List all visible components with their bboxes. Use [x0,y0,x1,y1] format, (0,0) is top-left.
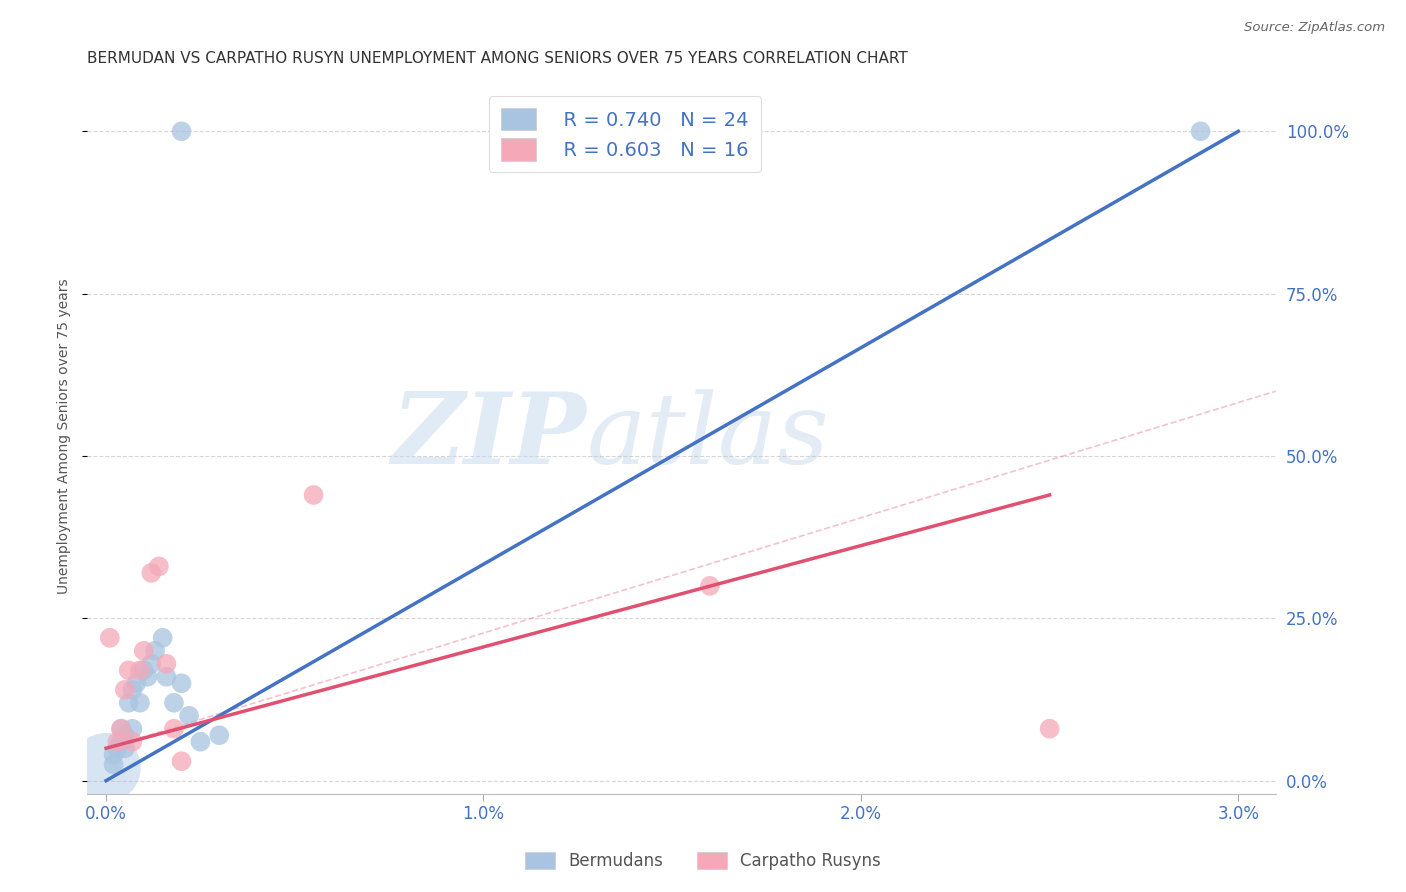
Point [125,676,148,690]
Point [1189,124,1212,138]
Point [98,631,121,645]
Point [121,682,143,697]
Legend:   R = 0.740   N = 24,   R = 0.603   N = 16: R = 0.740 N = 24, R = 0.603 N = 16 [489,96,761,172]
Point [110,722,132,736]
Point [170,676,193,690]
Point [302,488,325,502]
Point [121,735,143,749]
Point [129,663,152,677]
Point [121,722,143,736]
Text: Source: ZipAtlas.com: Source: ZipAtlas.com [1244,21,1385,34]
Point [94,761,117,775]
Point [110,722,132,736]
Point [103,747,125,762]
Point [129,696,152,710]
Point [155,657,177,671]
Point [103,757,125,772]
Point [152,631,174,645]
Point [110,735,132,749]
Point [141,566,163,580]
Text: atlas: atlas [586,389,830,484]
Point [163,722,186,736]
Point [148,559,170,574]
Y-axis label: Unemployment Among Seniors over 75 years: Unemployment Among Seniors over 75 years [58,278,72,594]
Point [132,644,155,658]
Point [170,754,193,768]
Point [105,741,128,756]
Point [155,670,177,684]
Legend: Bermudans, Carpatho Rusyns: Bermudans, Carpatho Rusyns [519,845,887,877]
Point [118,696,141,710]
Point [1039,722,1062,736]
Point [114,741,136,756]
Point [190,735,212,749]
Text: BERMUDAN VS CARPATHO RUSYN UNEMPLOYMENT AMONG SENIORS OVER 75 YEARS CORRELATION : BERMUDAN VS CARPATHO RUSYN UNEMPLOYMENT … [87,51,908,66]
Point [114,682,136,697]
Point [177,708,200,723]
Point [170,124,193,138]
Point [118,663,141,677]
Point [208,728,231,742]
Point [132,663,155,677]
Point [114,728,136,742]
Point [143,644,166,658]
Point [163,696,186,710]
Point [141,657,163,671]
Point [105,735,128,749]
Point [136,670,159,684]
Point [699,579,721,593]
Text: ZIP: ZIP [391,388,586,484]
